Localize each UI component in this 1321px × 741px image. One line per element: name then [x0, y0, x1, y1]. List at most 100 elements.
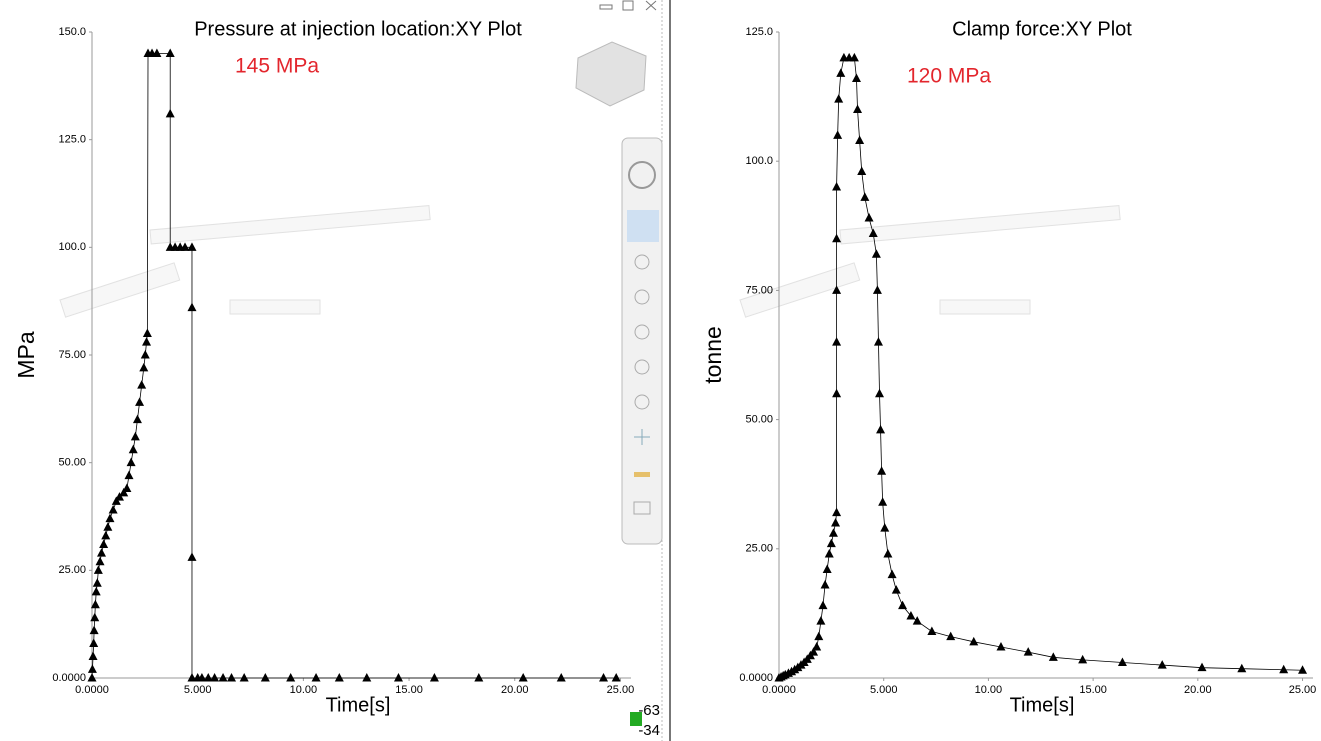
- series-line: [91, 53, 617, 679]
- marker: [393, 673, 403, 682]
- marker: [139, 362, 149, 372]
- marker: [101, 530, 111, 540]
- y-tick-label: 125.0: [745, 26, 773, 38]
- marker: [872, 285, 882, 294]
- marker: [105, 513, 115, 523]
- select-tool[interactable]: [627, 210, 659, 242]
- y-tick-label: 50.00: [58, 457, 86, 469]
- marker: [864, 213, 874, 222]
- marker: [877, 466, 887, 475]
- orbit-tool[interactable]: [628, 161, 656, 189]
- marker: [1237, 663, 1247, 673]
- marker: [89, 625, 99, 635]
- marker: [849, 52, 859, 62]
- marker: [103, 522, 113, 531]
- annotation: 120 MPa: [907, 65, 991, 88]
- marker: [140, 350, 150, 359]
- marker: [853, 104, 863, 114]
- marker: [832, 233, 842, 243]
- marker: [832, 507, 842, 517]
- marker: [218, 673, 228, 682]
- x-tick-label: 20.00: [501, 684, 529, 696]
- marker: [429, 673, 439, 682]
- marker: [883, 548, 893, 558]
- chart-title: Pressure at injection location:XY Plot: [194, 18, 522, 40]
- marker: [1298, 665, 1308, 674]
- marker: [197, 673, 207, 682]
- marker: [180, 242, 190, 251]
- marker: [832, 182, 842, 191]
- y-axis-label: tonne: [700, 326, 726, 384]
- marker: [126, 457, 136, 467]
- fit-tool[interactable]: [634, 359, 650, 375]
- marker: [880, 523, 890, 532]
- y-tick-label: 150.0: [58, 26, 86, 38]
- marker: [165, 48, 175, 58]
- rotate-tool[interactable]: [634, 254, 650, 270]
- marker: [227, 673, 237, 682]
- marker: [114, 492, 124, 501]
- y-tick-label: 75.00: [58, 349, 86, 361]
- marker: [87, 673, 97, 682]
- marker: [868, 228, 878, 238]
- marker: [927, 626, 937, 635]
- marker: [851, 73, 861, 83]
- marker: [832, 388, 842, 398]
- marker: [818, 600, 828, 610]
- center-tool[interactable]: [634, 429, 650, 445]
- y-tick-label: 25.00: [58, 564, 86, 576]
- annotation: 145 MPa: [235, 55, 319, 78]
- marker: [826, 538, 836, 548]
- marker: [92, 578, 102, 587]
- marker: [90, 612, 100, 622]
- marker: [873, 337, 883, 346]
- marker: [875, 388, 885, 398]
- zoom-tool[interactable]: [634, 324, 650, 340]
- x-axis-label: Time[s]: [326, 694, 391, 716]
- marker: [1048, 652, 1058, 661]
- y-tick-label: 125.0: [58, 134, 86, 146]
- marker: [809, 647, 819, 656]
- marker: [1117, 657, 1127, 666]
- y-tick-label: 100.0: [58, 241, 86, 253]
- measure-tool[interactable]: [634, 472, 650, 477]
- marker: [111, 496, 121, 505]
- marker: [132, 414, 142, 424]
- marker: [855, 135, 865, 145]
- marker: [969, 636, 979, 646]
- view-cube[interactable]: [575, 41, 647, 107]
- marker: [286, 673, 296, 682]
- marker: [203, 673, 213, 682]
- x-tick-label: 15.00: [395, 684, 423, 696]
- marker: [1157, 660, 1167, 669]
- marker: [239, 673, 249, 682]
- marker: [90, 599, 100, 609]
- marker: [556, 673, 566, 682]
- window-controls[interactable]: [599, 0, 657, 11]
- marker: [946, 631, 956, 641]
- marker: [860, 192, 870, 201]
- marker: [210, 673, 220, 682]
- marker: [832, 337, 842, 346]
- y-tick-label: 75.00: [745, 284, 773, 296]
- zoom-window-tool[interactable]: [634, 394, 650, 410]
- view-tool[interactable]: [633, 501, 651, 515]
- toolbar: [621, 137, 663, 545]
- marker: [906, 610, 916, 620]
- marker: [833, 130, 843, 139]
- chart-title: Clamp force:XY Plot: [952, 18, 1132, 40]
- marker: [93, 565, 103, 574]
- marker: [912, 616, 922, 625]
- x-tick-label: 25.00: [607, 684, 635, 696]
- x-tick-label: 15.00: [1079, 684, 1107, 696]
- marker: [124, 470, 134, 480]
- marker: [95, 556, 105, 566]
- marker: [832, 285, 842, 294]
- marker: [137, 380, 147, 389]
- marker: [128, 444, 138, 454]
- marker: [187, 242, 197, 251]
- marker: [831, 517, 841, 527]
- marker: [99, 539, 109, 548]
- marker: [187, 302, 197, 312]
- pan-tool[interactable]: [634, 289, 650, 305]
